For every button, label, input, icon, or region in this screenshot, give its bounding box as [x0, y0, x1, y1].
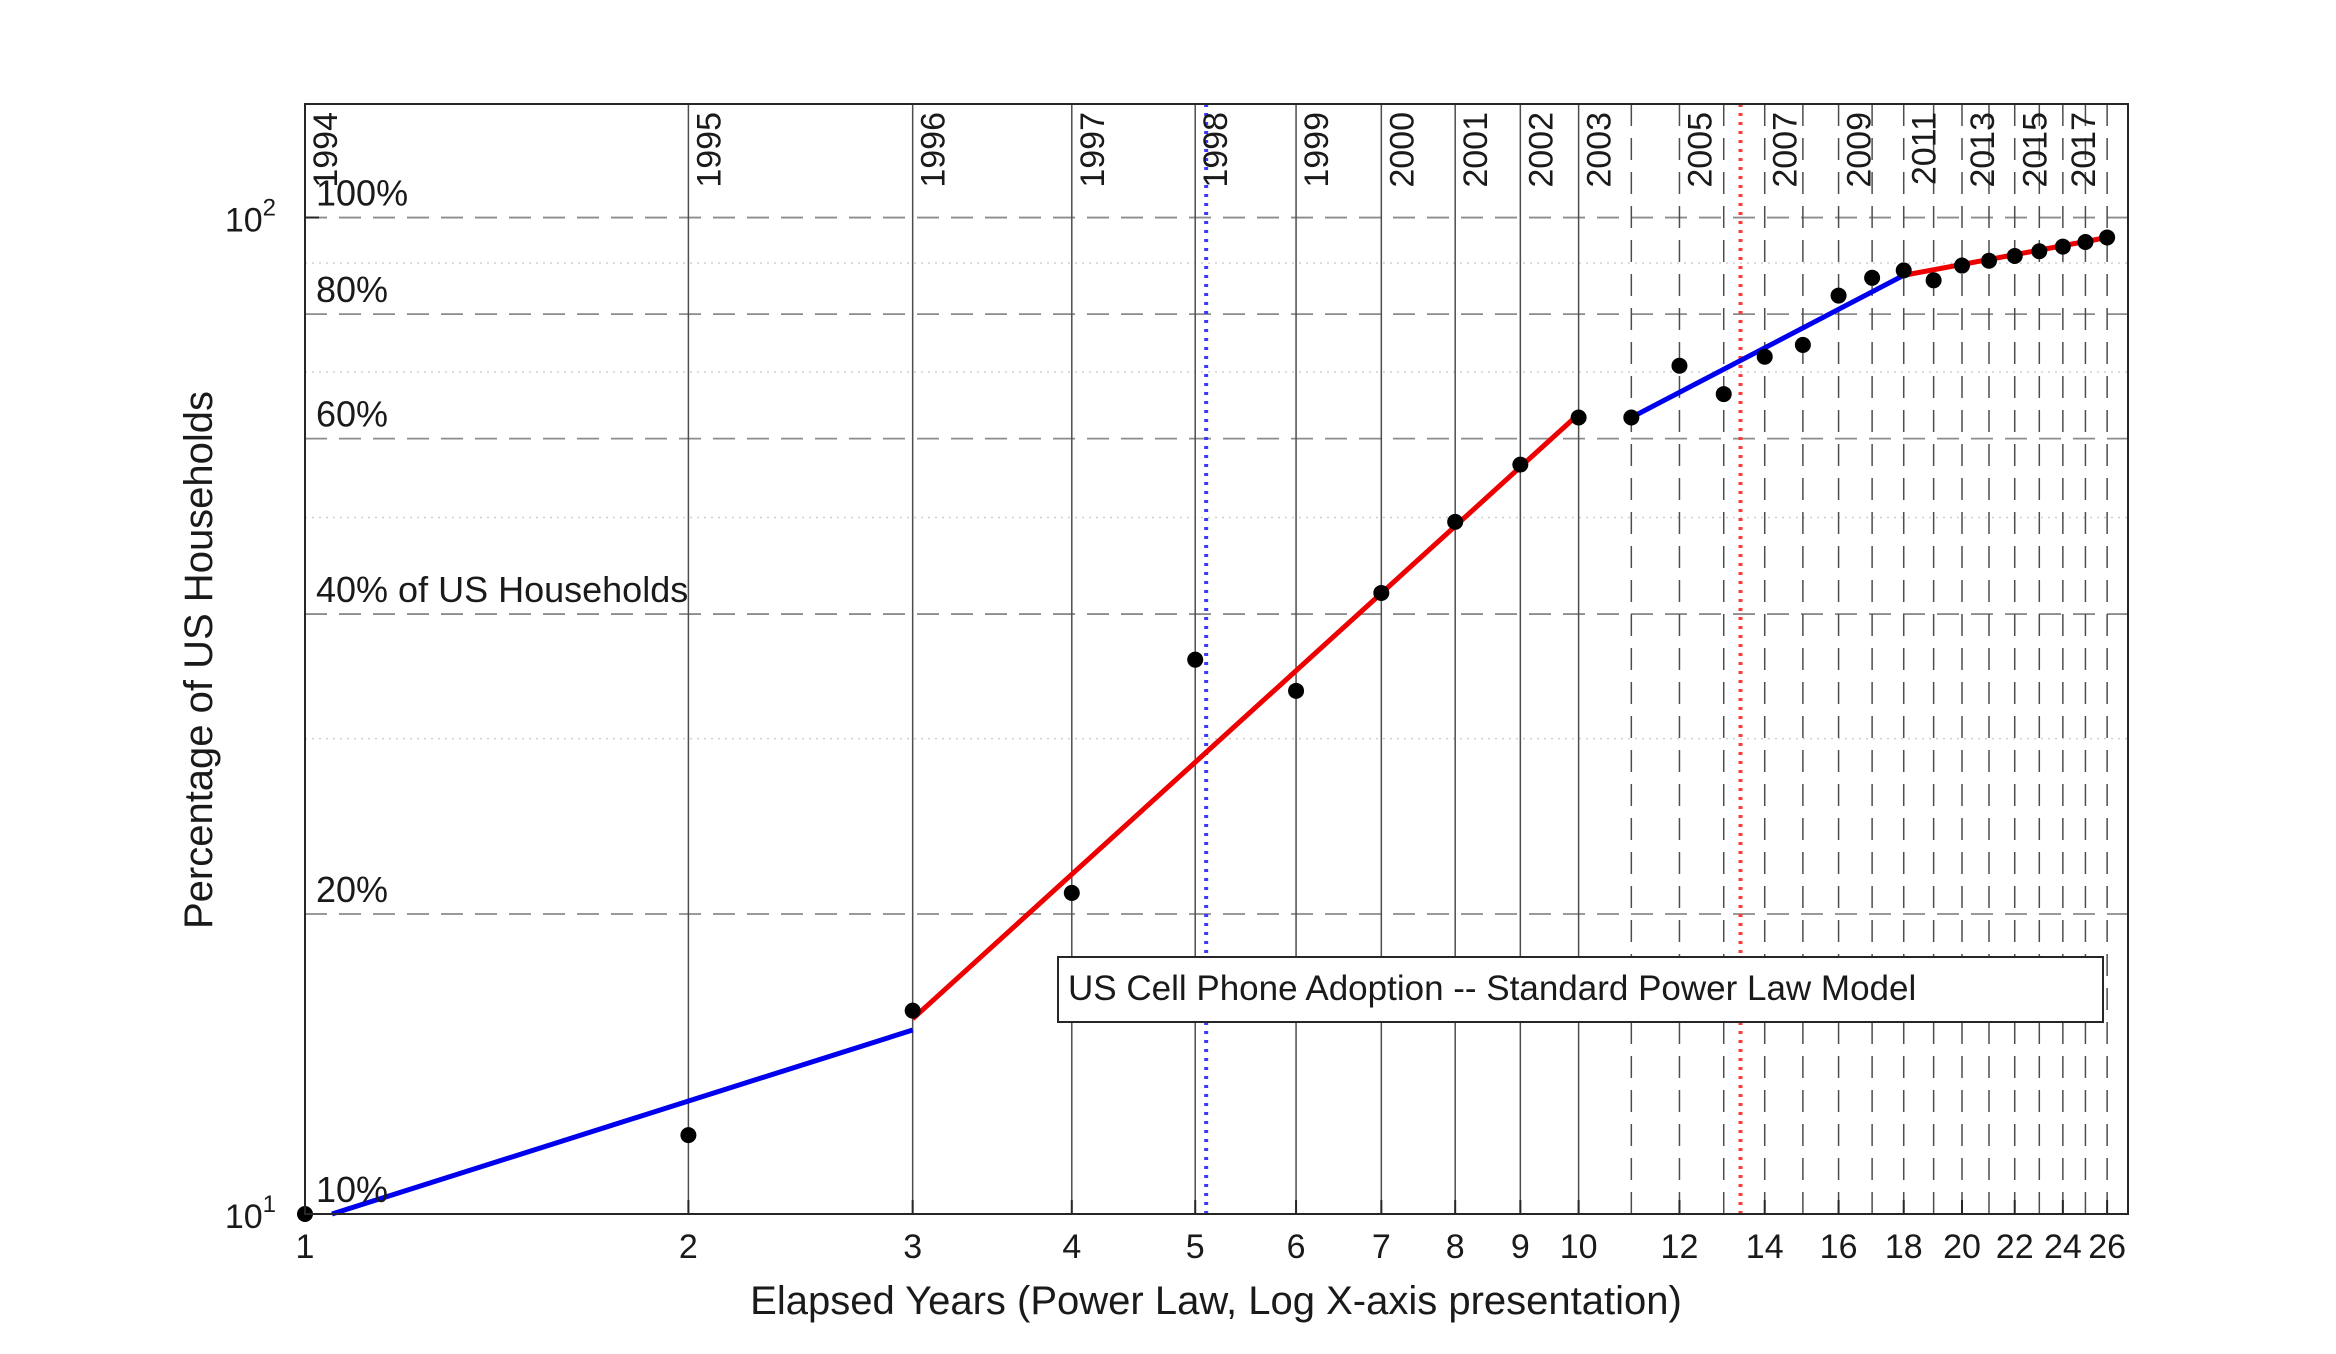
x-tick-label: 26: [2088, 1228, 2126, 1266]
percent-label: 80%: [316, 269, 388, 310]
data-point: [1895, 262, 1912, 279]
year-label: 1997: [1074, 112, 1112, 188]
data-point: [2099, 229, 2116, 246]
year-label: 2003: [1581, 112, 1619, 188]
data-point-layer: [297, 229, 2116, 1222]
fit-line: [331, 1027, 914, 1217]
year-label: 1994: [307, 112, 345, 188]
data-point: [1794, 336, 1811, 353]
data-point: [1671, 357, 1688, 374]
x-tick-label: 16: [1820, 1228, 1858, 1266]
x-tick-label: 18: [1885, 1228, 1923, 1266]
year-label: 2002: [1522, 112, 1560, 188]
x-tick-label: 1: [296, 1228, 315, 1266]
percent-label: 20%: [316, 869, 388, 910]
data-point: [1980, 252, 1997, 269]
data-point: [2077, 234, 2094, 251]
x-tick-label: 7: [1372, 1228, 1391, 1266]
fit-line-layer: [331, 235, 2108, 1217]
percent-label: 40% of US Households: [316, 569, 688, 610]
x-tick-label: 5: [1186, 1228, 1205, 1266]
data-point: [2006, 247, 2023, 264]
x-tick-label: 6: [1287, 1228, 1306, 1266]
x-tick-label: 12: [1661, 1228, 1699, 1266]
year-label: 2009: [1841, 112, 1879, 188]
fit-line: [911, 412, 1581, 1021]
x-tick-label: 10: [1560, 1228, 1598, 1266]
data-point: [1373, 584, 1390, 601]
data-point: [1288, 682, 1305, 699]
x-tick-label: 14: [1746, 1228, 1784, 1266]
label-layer: 10% 20% 40% of US Households 60% 80% 100%1994…: [307, 112, 2103, 1210]
x-tick-label: 8: [1446, 1228, 1465, 1266]
data-point: [1512, 456, 1529, 473]
x-tick-label: 3: [903, 1228, 922, 1266]
year-marker-layer: [304, 104, 2108, 1214]
fit-line: [1903, 235, 2108, 278]
year-label: 2013: [1964, 112, 2002, 188]
year-label: 2015: [2017, 112, 2055, 188]
data-point: [1954, 257, 1971, 274]
x-tick-label: 22: [1996, 1228, 2034, 1266]
data-point: [1756, 348, 1773, 365]
fit-line: [1630, 273, 1905, 420]
year-label: 2007: [1767, 112, 1805, 188]
percent-label: 10%: [316, 1169, 388, 1210]
legend-frame: [1057, 956, 2104, 1023]
data-point: [1925, 272, 1942, 289]
data-point: [1570, 409, 1587, 426]
grid-layer: [305, 216, 2128, 1215]
year-label: 1995: [690, 112, 728, 188]
data-point: [1830, 287, 1847, 304]
percent-label: 60%: [316, 394, 388, 435]
legend-box: US Cell Phone Adoption -- Standard Power…: [1057, 956, 2104, 1023]
percent-label: 100%: [316, 173, 408, 214]
data-point: [1063, 884, 1080, 901]
x-tick-label: 2: [679, 1228, 698, 1266]
year-label: 2001: [1457, 112, 1495, 188]
data-point: [1864, 269, 1881, 286]
year-label: 2005: [1681, 112, 1719, 188]
data-point: [680, 1127, 697, 1144]
x-tick-label: 4: [1062, 1228, 1081, 1266]
x-tick-label: 24: [2044, 1228, 2082, 1266]
year-label: 2011: [1906, 112, 1944, 185]
plot-frame: [304, 103, 2129, 1215]
data-point: [1187, 651, 1204, 668]
data-point: [1447, 513, 1464, 530]
data-point: [904, 1002, 921, 1019]
y-tick-label: 102: [225, 195, 276, 240]
data-point: [2054, 238, 2071, 255]
y-axis-title: Percentage of US Households: [177, 391, 221, 929]
year-label: 2000: [1383, 112, 1421, 188]
legend-text: US Cell Phone Adoption -- Standard Power…: [1068, 969, 1916, 1008]
data-point: [1623, 409, 1640, 426]
x-axis-title: Elapsed Years (Power Law, Log X-axis pre…: [750, 1279, 1682, 1323]
year-label: 1998: [1197, 112, 1235, 188]
x-tick-label: 9: [1511, 1228, 1530, 1266]
y-tick-label: 101: [225, 1191, 276, 1236]
data-point: [2031, 243, 2048, 260]
year-label: 1996: [915, 112, 953, 188]
year-label: 2017: [2065, 112, 2103, 188]
data-point: [1715, 386, 1732, 403]
year-label: 1999: [1298, 112, 1336, 188]
x-tick-label: 20: [1943, 1228, 1981, 1266]
